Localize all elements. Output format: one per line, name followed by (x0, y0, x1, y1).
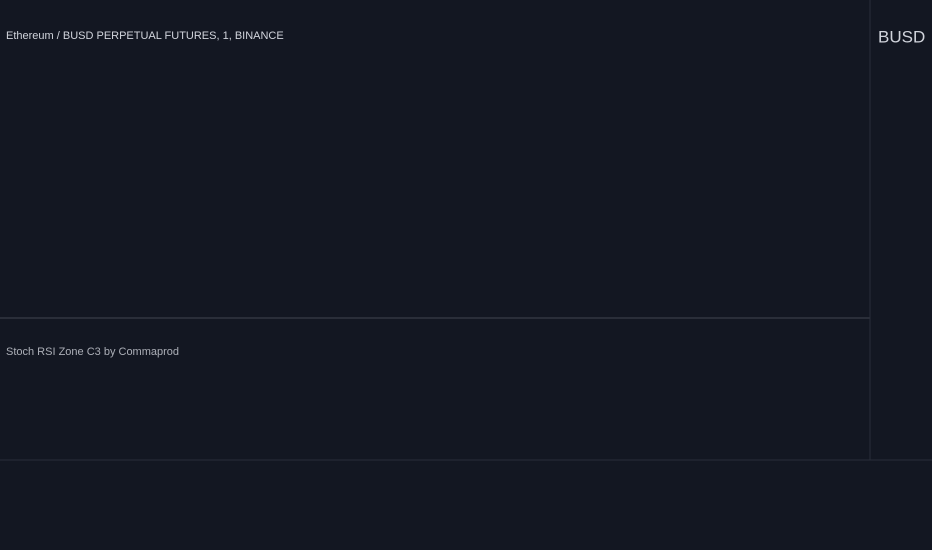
currency-label: BUSD (878, 27, 925, 46)
indicator-title: Stoch RSI Zone C3 by Commaprod (6, 346, 179, 358)
chart-title: Ethereum / BUSD PERPETUAL FUTURES, 1, BI… (6, 30, 284, 42)
